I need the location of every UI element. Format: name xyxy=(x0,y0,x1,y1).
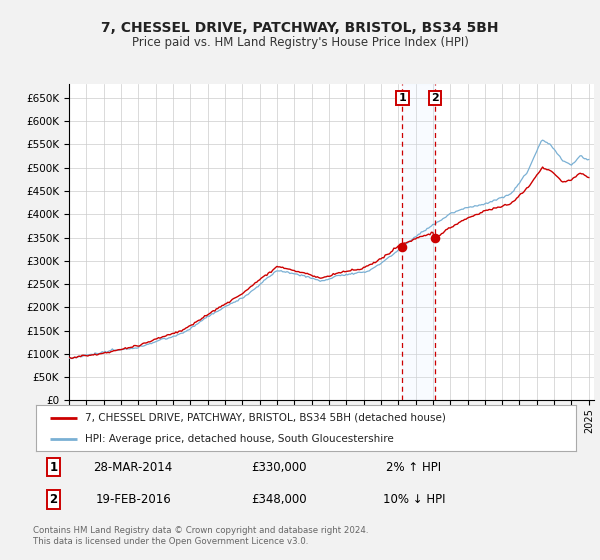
Text: 10% ↓ HPI: 10% ↓ HPI xyxy=(383,493,445,506)
Text: 2: 2 xyxy=(431,93,439,103)
Text: 7, CHESSEL DRIVE, PATCHWAY, BRISTOL, BS34 5BH (detached house): 7, CHESSEL DRIVE, PATCHWAY, BRISTOL, BS3… xyxy=(85,413,445,423)
Text: £330,000: £330,000 xyxy=(251,461,307,474)
Point xyxy=(430,234,440,243)
Text: 28-MAR-2014: 28-MAR-2014 xyxy=(94,461,173,474)
Text: 19-FEB-2016: 19-FEB-2016 xyxy=(95,493,171,506)
Point xyxy=(397,242,407,251)
Text: HPI: Average price, detached house, South Gloucestershire: HPI: Average price, detached house, Sout… xyxy=(85,435,394,444)
Bar xyxy=(402,84,435,400)
Text: £348,000: £348,000 xyxy=(251,493,307,506)
Text: 1: 1 xyxy=(49,461,58,474)
Text: 2% ↑ HPI: 2% ↑ HPI xyxy=(386,461,442,474)
Text: 2: 2 xyxy=(49,493,58,506)
Text: Contains HM Land Registry data © Crown copyright and database right 2024.
This d: Contains HM Land Registry data © Crown c… xyxy=(33,526,368,546)
Text: 1: 1 xyxy=(398,93,406,103)
Text: 7, CHESSEL DRIVE, PATCHWAY, BRISTOL, BS34 5BH: 7, CHESSEL DRIVE, PATCHWAY, BRISTOL, BS3… xyxy=(101,21,499,35)
Text: Price paid vs. HM Land Registry's House Price Index (HPI): Price paid vs. HM Land Registry's House … xyxy=(131,36,469,49)
